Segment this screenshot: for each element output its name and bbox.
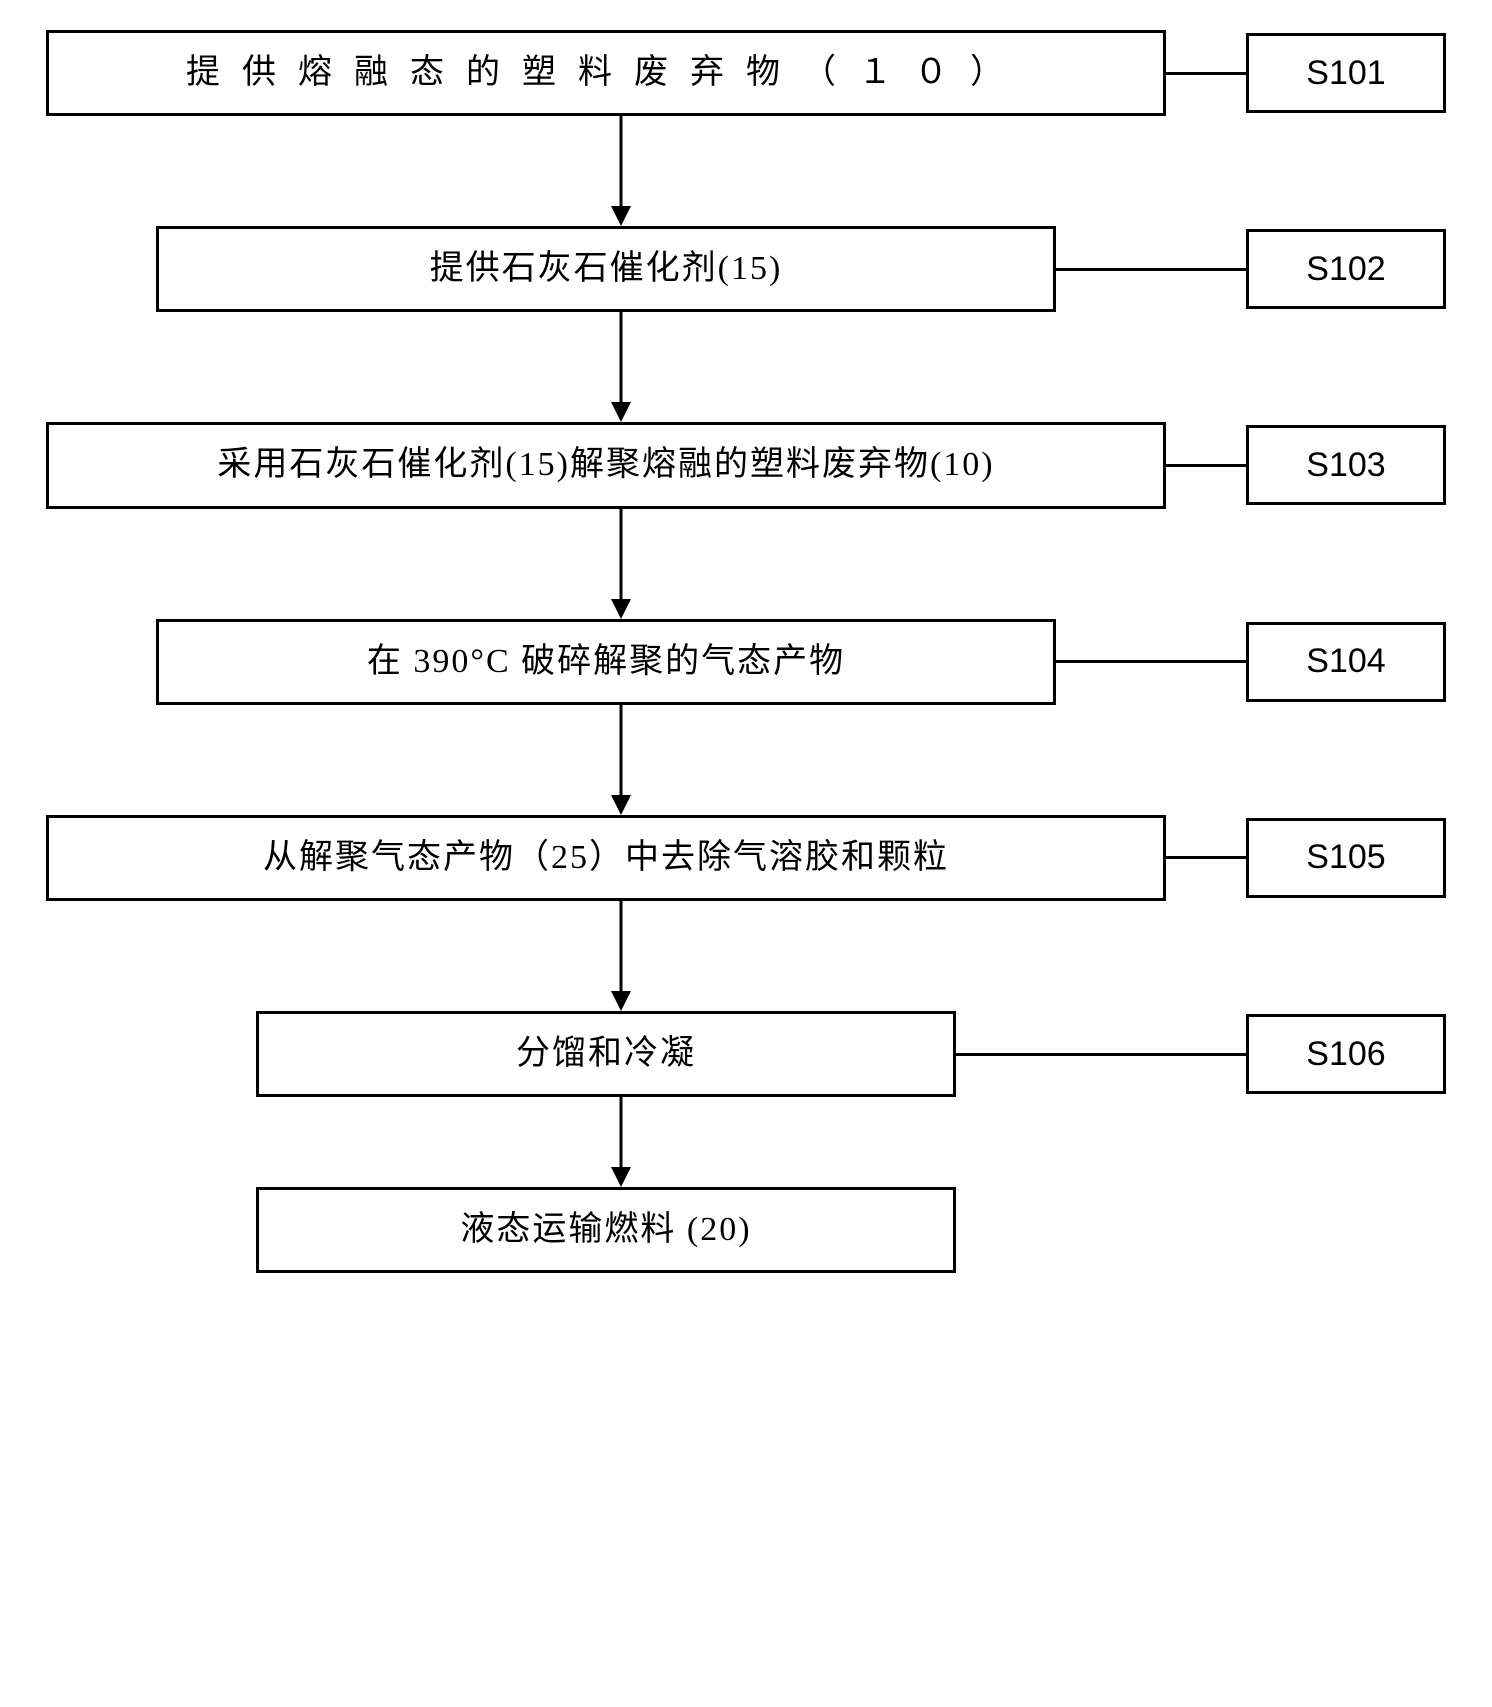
step-label-box: S106: [1246, 1014, 1446, 1094]
process-box: 提供石灰石催化剂(15): [156, 226, 1056, 312]
flow-row: 提供熔融态的塑料废弃物（１０） S101: [46, 30, 1446, 116]
flowchart-container: 提供熔融态的塑料废弃物（１０） S101 提供石灰石催化剂(15) S102 采用石…: [46, 30, 1446, 1273]
final-box: 液态运输燃料 (20): [256, 1187, 956, 1273]
process-box: 采用石灰石催化剂(15)解聚熔融的塑料废弃物(10): [46, 422, 1166, 508]
flow-row: 在 390°C 破碎解聚的气态产物 S104: [46, 619, 1446, 705]
process-box: 提供熔融态的塑料废弃物（１０）: [46, 30, 1166, 116]
process-box: 在 390°C 破碎解聚的气态产物: [156, 619, 1056, 705]
arrow-down-icon: [46, 312, 1446, 422]
connector-line: [956, 1053, 1246, 1056]
arrow-down-icon: [46, 705, 1446, 815]
flow-row: 分馏和冷凝 S106: [46, 1011, 1446, 1097]
step-label-box: S105: [1246, 818, 1446, 898]
arrow-down-icon: [46, 1097, 1446, 1187]
connector-line: [1166, 72, 1246, 75]
step-label-box: S101: [1246, 33, 1446, 113]
flow-row-final: 液态运输燃料 (20): [46, 1187, 1446, 1273]
flow-row: 从解聚气态产物（25）中去除气溶胶和颗粒 S105: [46, 815, 1446, 901]
arrow-down-icon: [46, 901, 1446, 1011]
connector-line: [1166, 464, 1246, 467]
connector-line: [1056, 268, 1246, 271]
arrow-down-icon: [46, 509, 1446, 619]
flow-row: 提供石灰石催化剂(15) S102: [46, 226, 1446, 312]
step-label-box: S103: [1246, 425, 1446, 505]
process-box: 分馏和冷凝: [256, 1011, 956, 1097]
connector-line: [1056, 660, 1246, 663]
step-label-box: S102: [1246, 229, 1446, 309]
process-box: 从解聚气态产物（25）中去除气溶胶和颗粒: [46, 815, 1166, 901]
arrow-down-icon: [46, 116, 1446, 226]
connector-line: [1166, 856, 1246, 859]
flow-row: 采用石灰石催化剂(15)解聚熔融的塑料废弃物(10) S103: [46, 422, 1446, 508]
step-label-box: S104: [1246, 622, 1446, 702]
